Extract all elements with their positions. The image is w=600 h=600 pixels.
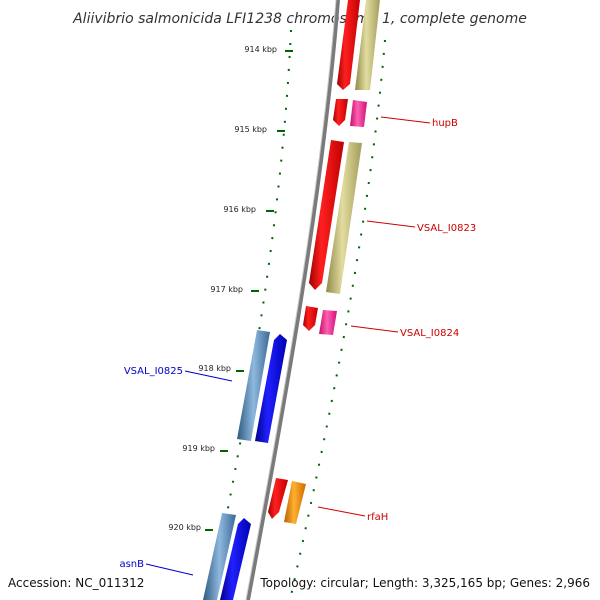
leader-VSAL_I0823 [366, 220, 416, 228]
gene-label-VSAL_I0823[interactable]: VSAL_I0823 [417, 223, 476, 234]
leader-rfaH [317, 506, 366, 517]
cds-feature-VSAL_I0825 [255, 334, 287, 443]
forward-features [268, 0, 380, 524]
leader-VSAL_I0824 [350, 325, 399, 333]
gene-feature-VSAL_I0823 [326, 142, 362, 294]
tick-label-920: 920 kbp [168, 523, 201, 532]
tick-label-917: 917 kbp [210, 285, 243, 294]
leader-asnB [145, 563, 194, 576]
tick-label-916: 916 kbp [223, 205, 256, 214]
label-leaders [145, 116, 431, 576]
cds-feature-rfaH [268, 478, 288, 519]
tick-label-915: 915 kbp [234, 125, 267, 134]
reverse-features [203, 330, 287, 600]
cds-feature-asnB [220, 518, 251, 600]
accession-text: Accession: NC_011312 [8, 576, 144, 590]
leader-VSAL_I0825 [184, 370, 233, 382]
cds-feature-VSAL_I0824 [303, 306, 318, 331]
tick-label-918: 918 kbp [198, 364, 231, 373]
leader-hupB [380, 116, 431, 124]
gene-feature-rfaH [284, 481, 306, 524]
gene-label-VSAL_I0825[interactable]: VSAL_I0825 [124, 366, 183, 377]
chromosome-backbone [246, 0, 340, 600]
cds-feature-VSAL_I0823 [309, 140, 344, 290]
tick-label-914: 914 kbp [244, 45, 277, 54]
tick-label-919: 919 kbp [182, 444, 215, 453]
gene-feature-VSAL_I0824 [319, 310, 337, 335]
genome-summary-text: Topology: circular; Length: 3,325,165 bp… [259, 576, 590, 590]
cds-feature-hupB [333, 99, 348, 126]
cds-feature-top [337, 0, 360, 90]
major-ticks [205, 50, 293, 531]
gene-label-hupB[interactable]: hupB [432, 118, 458, 129]
gene-feature-asnB [203, 513, 236, 600]
gene-feature-VSAL_I0825 [237, 330, 270, 441]
gene-label-rfaH[interactable]: rfaH [367, 512, 388, 523]
gene-feature-hupB [350, 100, 367, 127]
map-title: Aliivibrio salmonicida LFI1238 chromosom… [72, 11, 527, 27]
gene-feature-top [355, 0, 380, 90]
gene-label-VSAL_I0824[interactable]: VSAL_I0824 [400, 328, 459, 339]
tick-ring [209, 29, 292, 600]
gene-label-asnB[interactable]: asnB [119, 559, 144, 570]
